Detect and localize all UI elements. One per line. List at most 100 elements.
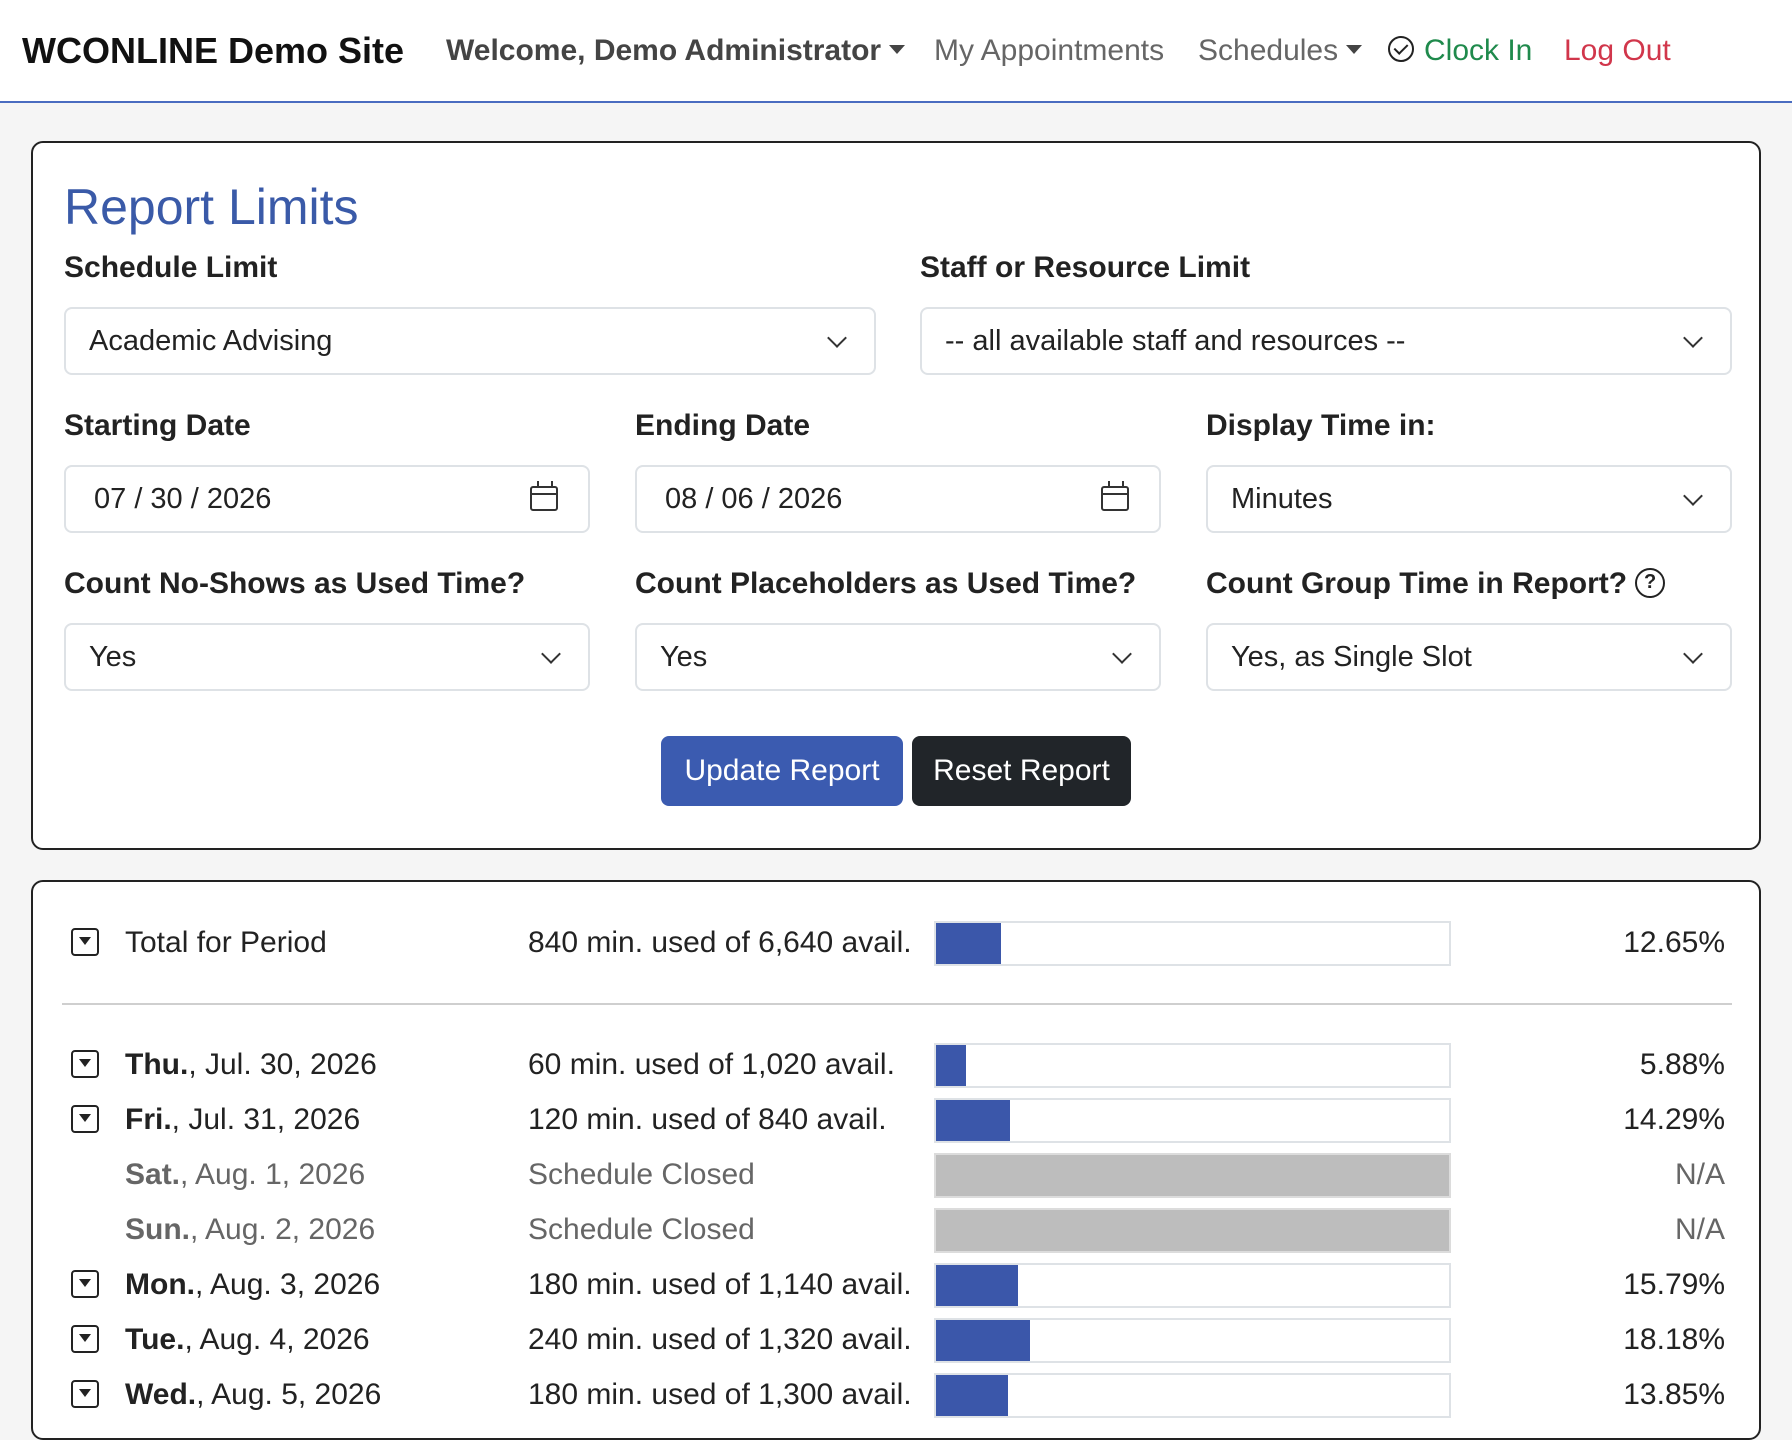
group-time-label: Count Group Time in Report? [1206, 567, 1628, 600]
day-row: Fri., Jul. 31, 2026 120 min. used of 840 … [33, 1097, 1763, 1145]
day-usage-bar [934, 1043, 1451, 1088]
usage-bar-fill [936, 1320, 1030, 1361]
report-results-card: Total for Period 840 min. used of 6,640 … [31, 880, 1761, 1440]
day-percent: 13.85% [1623, 1378, 1725, 1411]
usage-bar-fill [936, 923, 1001, 964]
display-time-value: Minutes [1231, 483, 1333, 515]
expand-toggle-icon[interactable] [71, 1050, 99, 1078]
group-time-value: Yes, as Single Slot [1231, 641, 1472, 673]
staff-limit-select[interactable]: -- all available staff and resources -- [920, 307, 1732, 375]
day-name: Thu. [125, 1048, 189, 1081]
expand-toggle-icon[interactable] [71, 1380, 99, 1408]
chevron-down-icon [1683, 328, 1703, 348]
day-usage: 180 min. used of 1,140 avail. [528, 1268, 912, 1301]
schedules-menu[interactable]: Schedules [1198, 34, 1363, 68]
usage-bar-fill [936, 1045, 966, 1086]
day-row: Sat., Aug. 1, 2026 Schedule Closed N/A [33, 1152, 1763, 1200]
total-percent: 12.65% [1623, 926, 1725, 959]
starting-date-value: 07 / 30 / 2026 [94, 483, 272, 515]
day-date-text: , Jul. 30, 2026 [188, 1048, 377, 1081]
chevron-down-icon [1683, 486, 1703, 506]
check-circle-icon [1388, 36, 1414, 63]
day-name: Fri. [125, 1103, 172, 1136]
divider [62, 1003, 1732, 1005]
chevron-down-icon [827, 328, 847, 348]
day-usage: Schedule Closed [528, 1158, 755, 1191]
chevron-down-icon [541, 644, 561, 664]
day-date: Mon., Aug. 3, 2026 [125, 1268, 380, 1302]
no-shows-value: Yes [89, 641, 137, 673]
no-shows-select[interactable]: Yes [64, 623, 590, 691]
chevron-down-icon [1112, 644, 1132, 664]
placeholders-label: Count Placeholders as Used Time? [635, 567, 1137, 600]
display-time-select[interactable]: Minutes [1206, 465, 1732, 533]
caret-down-icon [889, 44, 906, 54]
day-usage-bar [934, 1318, 1451, 1363]
day-name: Wed. [125, 1378, 197, 1411]
top-navbar: WCONLINE Demo Site Welcome, Demo Adminis… [0, 0, 1792, 103]
day-date: Wed., Aug. 5, 2026 [125, 1378, 381, 1412]
day-percent: N/A [1674, 1158, 1725, 1191]
day-row: Sun., Aug. 2, 2026 Schedule Closed N/A [33, 1207, 1763, 1255]
welcome-menu[interactable]: Welcome, Demo Administrator [446, 34, 906, 68]
clock-in-label: Clock In [1424, 34, 1533, 67]
my-appointments-link[interactable]: My Appointments [934, 34, 1165, 67]
day-usage: 180 min. used of 1,300 avail. [528, 1378, 912, 1411]
day-usage-bar [934, 1098, 1451, 1143]
day-row: Mon., Aug. 3, 2026 180 min. used of 1,140… [33, 1262, 1763, 1310]
help-icon[interactable]: ? [1635, 568, 1666, 599]
day-usage: Schedule Closed [528, 1213, 755, 1246]
expand-toggle-icon[interactable] [71, 1325, 99, 1353]
day-percent: 5.88% [1639, 1048, 1725, 1081]
day-usage-bar [934, 1153, 1451, 1198]
starting-date-input[interactable]: 07 / 30 / 2026 [64, 465, 590, 533]
day-date-text: , Aug. 5, 2026 [196, 1378, 382, 1411]
day-usage: 120 min. used of 840 avail. [528, 1103, 887, 1136]
day-usage: 240 min. used of 1,320 avail. [528, 1323, 912, 1356]
starting-date-label: Starting Date [64, 409, 251, 442]
report-limits-title: Report Limits [64, 179, 359, 235]
group-time-select[interactable]: Yes, as Single Slot [1206, 623, 1732, 691]
day-usage-bar [934, 1208, 1451, 1253]
calendar-icon[interactable] [1101, 481, 1129, 511]
day-usage-bar [934, 1373, 1451, 1418]
clock-in-link[interactable]: Clock In [1388, 34, 1532, 68]
schedule-limit-select[interactable]: Academic Advising [64, 307, 876, 375]
ending-date-input[interactable]: 08 / 06 / 2026 [635, 465, 1161, 533]
calendar-icon[interactable] [530, 481, 558, 511]
expand-toggle-icon[interactable] [71, 928, 99, 956]
day-date: Sat., Aug. 1, 2026 [125, 1158, 365, 1192]
day-date: Sun., Aug. 2, 2026 [125, 1213, 375, 1247]
caret-down-icon [1346, 44, 1363, 54]
day-name: Tue. [125, 1323, 185, 1356]
day-date-text: , Aug. 1, 2026 [180, 1158, 366, 1191]
day-percent: 15.79% [1623, 1268, 1725, 1301]
day-name: Sun. [125, 1213, 190, 1246]
day-percent: 18.18% [1623, 1323, 1725, 1356]
total-label: Total for Period [125, 926, 327, 959]
day-usage: 60 min. used of 1,020 avail. [528, 1048, 895, 1081]
usage-bar-fill [936, 1265, 1018, 1306]
day-name: Sat. [125, 1158, 181, 1191]
placeholders-select[interactable]: Yes [635, 623, 1161, 691]
update-report-button[interactable]: Update Report [661, 736, 903, 806]
day-row: Tue., Aug. 4, 2026 240 min. used of 1,320… [33, 1317, 1763, 1365]
ending-date-label: Ending Date [635, 409, 811, 442]
day-date: Thu., Jul. 30, 2026 [125, 1048, 377, 1082]
expand-toggle-icon[interactable] [71, 1270, 99, 1298]
ending-date-value: 08 / 06 / 2026 [665, 483, 843, 515]
day-date: Tue., Aug. 4, 2026 [125, 1323, 370, 1357]
site-brand[interactable]: WCONLINE Demo Site [22, 30, 405, 71]
day-usage-bar [934, 1263, 1451, 1308]
day-row: Wed., Aug. 5, 2026 180 min. used of 1,300… [33, 1372, 1763, 1420]
staff-limit-value: -- all available staff and resources -- [945, 325, 1406, 357]
day-date-text: , Aug. 4, 2026 [184, 1323, 370, 1356]
day-percent: 14.29% [1623, 1103, 1725, 1136]
reset-report-button[interactable]: Reset Report [912, 736, 1131, 806]
total-usage: 840 min. used of 6,640 avail. [528, 926, 912, 959]
day-date-text: , Jul. 31, 2026 [171, 1103, 361, 1136]
day-date-text: , Aug. 2, 2026 [190, 1213, 376, 1246]
report-limits-card: Report Limits Schedule Limit Academic Ad… [31, 141, 1761, 850]
log-out-link[interactable]: Log Out [1564, 34, 1671, 67]
expand-toggle-icon[interactable] [71, 1105, 99, 1133]
